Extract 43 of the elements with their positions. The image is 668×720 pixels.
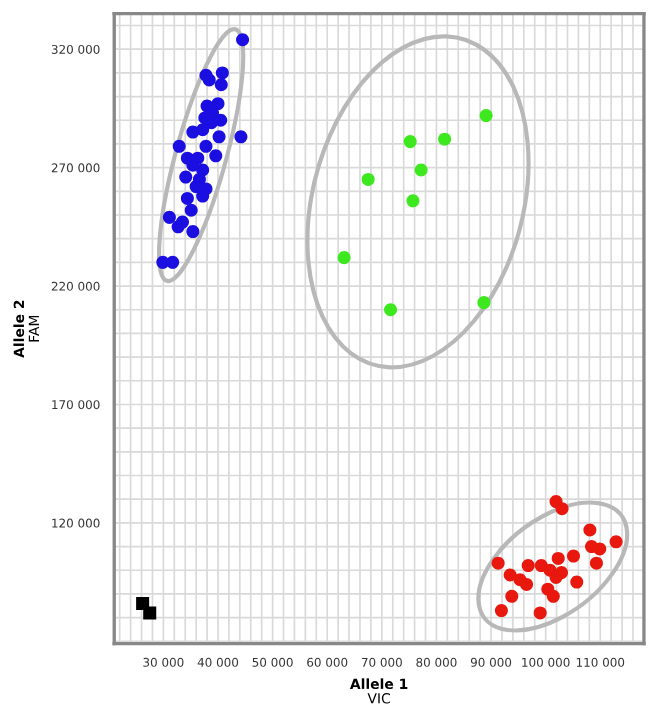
point (215, 66, 229, 80)
point (555, 502, 569, 516)
point (479, 109, 493, 123)
point (533, 606, 547, 620)
point (175, 215, 190, 229)
point (521, 559, 535, 573)
point (186, 225, 200, 239)
point (438, 132, 452, 146)
point (520, 577, 534, 591)
point (546, 589, 560, 603)
point (337, 251, 351, 265)
point (184, 203, 198, 217)
point (214, 78, 228, 92)
point (209, 149, 223, 163)
point (179, 170, 193, 184)
point (505, 589, 519, 603)
point (494, 604, 508, 618)
point (406, 194, 420, 208)
point (236, 33, 250, 47)
point (212, 130, 226, 144)
point (593, 542, 607, 556)
point (172, 139, 186, 153)
point (583, 523, 597, 537)
point (589, 556, 603, 570)
point (384, 303, 398, 317)
point (477, 296, 491, 310)
point (361, 172, 375, 186)
point (166, 255, 180, 269)
point (551, 551, 565, 565)
point (566, 549, 581, 563)
point (234, 130, 248, 144)
point (199, 139, 213, 153)
point (189, 180, 203, 194)
point (196, 123, 210, 137)
point (180, 191, 194, 205)
point (202, 73, 216, 87)
point (570, 575, 584, 589)
point (414, 163, 428, 177)
point (609, 535, 623, 549)
point (162, 210, 176, 224)
point (491, 556, 505, 570)
point (403, 135, 417, 149)
point (143, 606, 157, 620)
